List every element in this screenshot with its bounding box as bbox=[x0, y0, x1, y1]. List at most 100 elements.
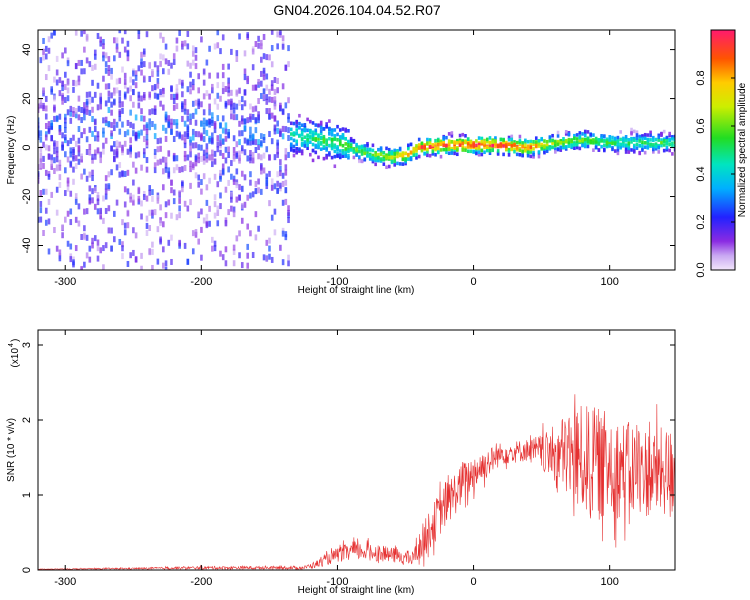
heatmap-cell bbox=[164, 116, 168, 123]
heatmap-cell bbox=[39, 102, 43, 109]
heatmap-cell bbox=[58, 77, 62, 84]
heatmap-cell bbox=[643, 136, 647, 140]
heatmap-cell bbox=[246, 77, 250, 84]
heatmap-cell bbox=[104, 207, 108, 214]
heatmap-cell bbox=[268, 237, 271, 244]
heatmap-cell bbox=[47, 218, 51, 225]
heatmap-cell bbox=[183, 150, 187, 157]
heatmap-cell bbox=[589, 140, 593, 145]
heatmap-cell bbox=[74, 198, 78, 205]
heatmap-cell bbox=[333, 149, 337, 154]
heatmap-cell bbox=[200, 132, 203, 139]
heatmap-cell bbox=[641, 148, 644, 152]
heatmap-cell bbox=[213, 173, 217, 180]
heatmap-cell bbox=[338, 155, 342, 160]
heatmap-cell bbox=[581, 138, 584, 143]
heatmap-cell bbox=[273, 76, 277, 83]
heatmap-cell bbox=[284, 102, 288, 109]
heatmap-cell bbox=[102, 195, 105, 202]
heatmap-cell bbox=[635, 133, 639, 137]
heatmap-cell bbox=[142, 48, 146, 55]
heatmap-cell bbox=[221, 115, 225, 122]
heatmap-cell bbox=[524, 147, 527, 152]
heatmap-cell bbox=[74, 112, 78, 119]
heatmap-cell bbox=[292, 138, 296, 143]
heatmap-cell bbox=[77, 146, 81, 153]
heatmap-cell bbox=[235, 168, 239, 175]
heatmap-cell bbox=[306, 117, 309, 122]
heatmap-cell bbox=[170, 234, 173, 241]
heatmap-cell bbox=[183, 200, 187, 207]
heatmap-cell bbox=[461, 147, 465, 152]
heatmap-cell bbox=[80, 173, 83, 180]
heatmap-cell bbox=[349, 138, 353, 143]
heatmap-cell bbox=[208, 72, 211, 79]
heatmap-cell bbox=[254, 234, 258, 241]
heatmap-cell bbox=[47, 65, 51, 72]
heatmap-cell bbox=[213, 212, 217, 219]
heatmap-cell bbox=[99, 151, 103, 158]
heatmap-cell bbox=[270, 84, 274, 91]
heatmap-cell bbox=[355, 153, 358, 157]
heatmap-cell bbox=[123, 140, 127, 147]
heatmap-cell bbox=[164, 201, 168, 208]
heatmap-cell bbox=[317, 140, 320, 145]
heatmap-cell bbox=[630, 127, 633, 132]
heatmap-cell bbox=[77, 105, 81, 112]
heatmap-cell bbox=[251, 84, 255, 91]
heatmap-cell bbox=[257, 153, 260, 160]
heatmap-cell bbox=[374, 150, 377, 155]
heatmap-cell bbox=[554, 139, 557, 144]
heatmap-cell bbox=[159, 100, 162, 107]
heatmap-cell bbox=[494, 144, 497, 149]
heatmap-cell bbox=[55, 146, 59, 153]
spectrogram-x-tick-label: -300 bbox=[54, 276, 76, 288]
heatmap-cell bbox=[235, 152, 239, 159]
heatmap-cell bbox=[532, 155, 535, 159]
colorbar-tick-label: 0.0 bbox=[695, 262, 707, 277]
heatmap-cell bbox=[507, 147, 511, 152]
heatmap-cell bbox=[545, 143, 549, 148]
heatmap-cell bbox=[344, 136, 348, 141]
heatmap-cell bbox=[183, 108, 187, 115]
heatmap-cell bbox=[461, 145, 465, 149]
heatmap-cell bbox=[567, 132, 571, 137]
heatmap-cell bbox=[129, 76, 132, 83]
heatmap-cell bbox=[515, 146, 519, 150]
heatmap-cell bbox=[458, 140, 462, 145]
heatmap-cell bbox=[69, 208, 73, 215]
heatmap-cell bbox=[583, 129, 587, 134]
heatmap-cell bbox=[129, 192, 132, 199]
heatmap-cell bbox=[162, 54, 165, 61]
heatmap-cell bbox=[167, 150, 171, 157]
heatmap-cell bbox=[243, 124, 247, 131]
heatmap-cell bbox=[221, 163, 225, 170]
heatmap-cell bbox=[336, 153, 339, 158]
heatmap-cell bbox=[167, 115, 171, 122]
heatmap-cell bbox=[211, 119, 214, 126]
heatmap-cell bbox=[235, 141, 239, 148]
heatmap-cell bbox=[118, 111, 122, 118]
heatmap-cell bbox=[55, 186, 59, 193]
heatmap-cell bbox=[156, 146, 160, 153]
heatmap-cell bbox=[170, 128, 173, 135]
heatmap-cell bbox=[213, 98, 217, 105]
heatmap-cell bbox=[216, 42, 220, 49]
heatmap-cell bbox=[140, 95, 143, 102]
heatmap-cell bbox=[262, 33, 266, 40]
heatmap-cell bbox=[113, 55, 116, 62]
heatmap-cell bbox=[243, 100, 247, 107]
heatmap-cell bbox=[559, 139, 563, 143]
heatmap-cell bbox=[61, 232, 64, 239]
heatmap-cell bbox=[93, 126, 97, 133]
heatmap-cell bbox=[213, 194, 217, 201]
heatmap-cell bbox=[284, 64, 288, 71]
heatmap-cell bbox=[99, 92, 103, 99]
heatmap-cell bbox=[235, 196, 239, 203]
heatmap-cell bbox=[641, 143, 644, 147]
heatmap-cell bbox=[279, 244, 282, 251]
heatmap-cell bbox=[325, 148, 328, 152]
heatmap-cell bbox=[53, 142, 56, 149]
heatmap-cell bbox=[91, 130, 94, 137]
heatmap-cell bbox=[485, 145, 489, 150]
